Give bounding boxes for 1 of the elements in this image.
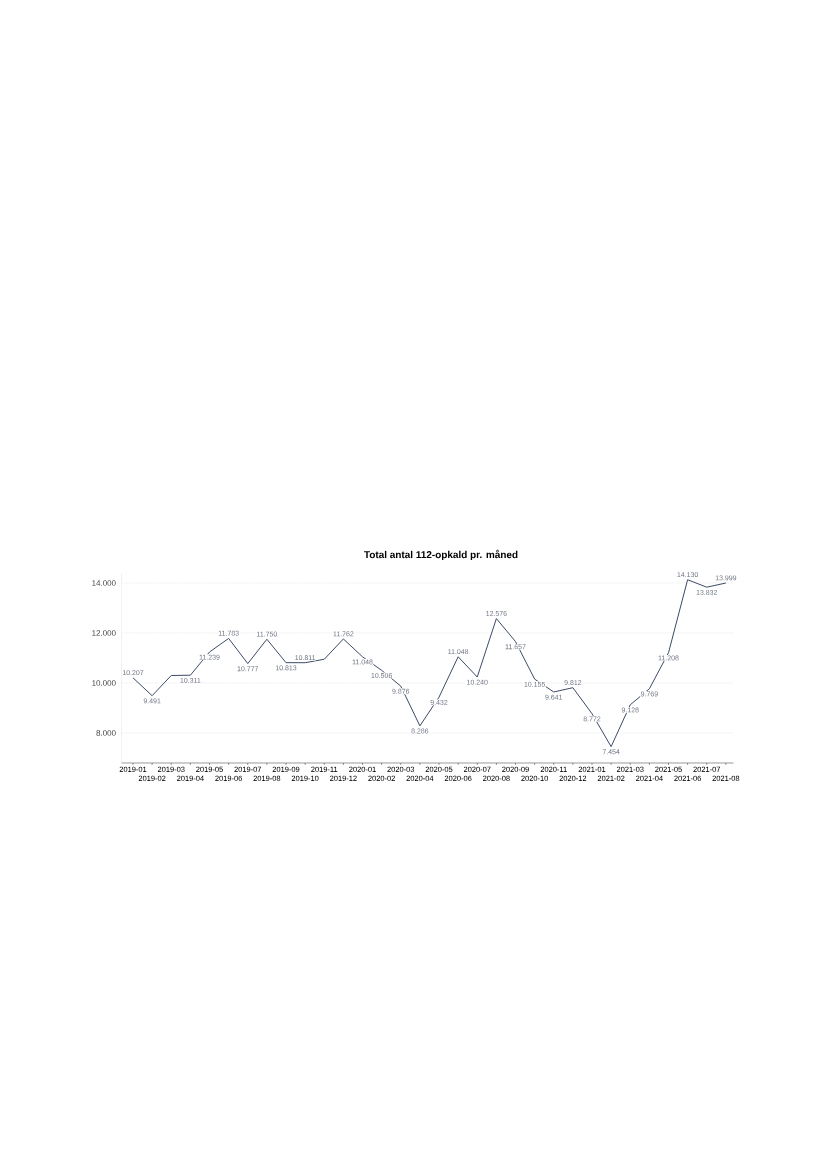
chart-title: Total antal 112-opkald pr. måned (364, 549, 518, 561)
